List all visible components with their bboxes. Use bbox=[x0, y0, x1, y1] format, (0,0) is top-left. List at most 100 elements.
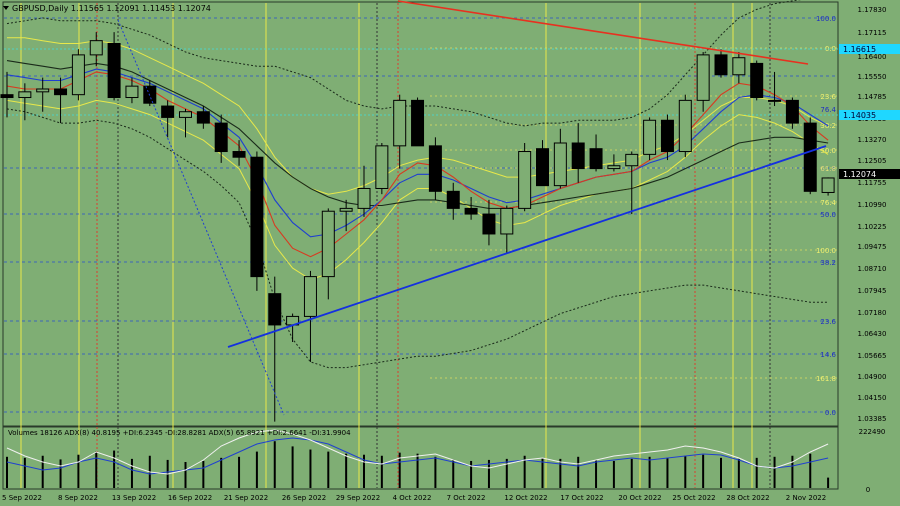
fib-yellow-label: 0.0 bbox=[825, 45, 836, 53]
price-tick: 1.16400 bbox=[858, 53, 887, 61]
time-tick: 16 Sep 2022 bbox=[168, 494, 212, 502]
candle-body bbox=[179, 111, 192, 118]
di-line bbox=[6, 429, 829, 475]
candle-body bbox=[125, 85, 139, 99]
indicator-panel: 222490 0 bbox=[6, 428, 886, 494]
price-tick: 1.17830 bbox=[858, 6, 887, 14]
indicator-panel-frame bbox=[2, 426, 839, 490]
time-tick: 7 Oct 2022 bbox=[447, 494, 486, 502]
candle-body bbox=[660, 119, 674, 153]
candle-body bbox=[411, 99, 425, 147]
candle-body bbox=[536, 148, 549, 187]
candle-body bbox=[428, 145, 442, 192]
price-tick: 1.14785 bbox=[858, 93, 887, 101]
candle-body bbox=[803, 122, 817, 192]
candle-body bbox=[732, 57, 746, 76]
fib-yellow-label: 23.6 bbox=[820, 93, 836, 101]
candle-body bbox=[71, 54, 85, 96]
grid-layer: 100.0 61.8 50.0 38.2 23.6 14.6 0.0 0.0 23.6 38.2 5… bbox=[2, 1, 839, 490]
indicator-axis-label: 0 bbox=[866, 486, 870, 494]
bollinger-lower bbox=[6, 108, 829, 369]
price-tick: 1.09475 bbox=[858, 243, 887, 251]
time-tick: 17 Oct 2022 bbox=[560, 494, 603, 502]
header-group: GBPUSD,Daily 1.11565 1.12091 1.11453 1.1… bbox=[3, 4, 211, 13]
price-tick: 1.03385 bbox=[858, 415, 887, 423]
fib-yellow-label: 76.4 bbox=[820, 199, 836, 207]
fib-yellow-label: 38.2 bbox=[820, 122, 836, 130]
candle-body bbox=[625, 153, 639, 167]
candle-body bbox=[643, 119, 657, 155]
candle-body bbox=[18, 91, 32, 99]
candle-body bbox=[589, 148, 603, 170]
fib-blue-label: 76.4 bbox=[820, 106, 836, 114]
price-tick: 1.10225 bbox=[858, 223, 887, 231]
candle-body bbox=[500, 207, 514, 235]
candle-body bbox=[303, 276, 317, 317]
candle-body bbox=[107, 43, 121, 99]
ma-dark bbox=[6, 60, 829, 209]
candle-body bbox=[54, 88, 68, 96]
price-tick: 1.10990 bbox=[858, 201, 887, 209]
time-tick: 8 Sep 2022 bbox=[58, 494, 98, 502]
fib-yellow-label: 161.8 bbox=[816, 375, 836, 383]
price-tick: 1.08710 bbox=[858, 265, 887, 273]
adx-line bbox=[6, 437, 829, 475]
time-tick: 26 Sep 2022 bbox=[282, 494, 326, 502]
candle-body bbox=[357, 187, 371, 209]
candle-body bbox=[821, 177, 835, 193]
price-tick: 1.07180 bbox=[858, 309, 887, 317]
cyan-level-markers: 1.16615 1.14035 bbox=[839, 44, 900, 120]
trendlines bbox=[117, 0, 827, 416]
dropdown-arrow-icon[interactable] bbox=[3, 6, 9, 10]
cyan-level-label-1: 1.16615 bbox=[843, 45, 876, 54]
candle-body bbox=[785, 99, 799, 124]
candle-body bbox=[393, 99, 407, 147]
time-tick: 29 Sep 2022 bbox=[336, 494, 380, 502]
price-tick: 1.04900 bbox=[858, 373, 887, 381]
price-tick: 1.04150 bbox=[858, 394, 887, 402]
candle-body bbox=[196, 111, 210, 124]
symbol-header: GBPUSD,Daily 1.11565 1.12091 1.11453 1.1… bbox=[12, 4, 211, 13]
candle-body bbox=[268, 293, 282, 326]
candle-body bbox=[768, 99, 782, 102]
candle-body bbox=[250, 156, 264, 278]
candle-body bbox=[339, 207, 353, 212]
time-tick: 28 Oct 2022 bbox=[726, 494, 769, 502]
time-tick: 21 Sep 2022 bbox=[224, 494, 268, 502]
candle-body bbox=[696, 54, 710, 101]
candle-body bbox=[375, 145, 389, 189]
candle-body bbox=[678, 99, 692, 153]
fib-blue-label: 50.0 bbox=[820, 211, 836, 219]
candle-body bbox=[446, 190, 460, 209]
time-tick: 12 Oct 2022 bbox=[504, 494, 547, 502]
candle-body bbox=[464, 207, 478, 215]
price-tick: 1.13270 bbox=[858, 136, 887, 144]
resistance-trendline[interactable] bbox=[397, 0, 809, 65]
candle-body bbox=[750, 62, 764, 99]
time-axis: 5 Sep 2022 8 Sep 2022 13 Sep 2022 16 Sep 20… bbox=[2, 494, 826, 502]
indicator-axis-label: 222490 bbox=[859, 428, 886, 436]
cyan-level-bg-1 bbox=[839, 44, 900, 54]
time-tick: 2 Nov 2022 bbox=[786, 494, 826, 502]
candle-body bbox=[607, 165, 621, 170]
price-tick: 1.11755 bbox=[858, 179, 887, 187]
support-trendline[interactable] bbox=[227, 145, 827, 348]
price-tick: 1.15550 bbox=[858, 73, 887, 81]
time-tick: 13 Sep 2022 bbox=[112, 494, 156, 502]
cyan-level-label-2: 1.14035 bbox=[843, 111, 876, 120]
main-panel-frame bbox=[2, 1, 839, 427]
candle-body bbox=[553, 142, 567, 187]
time-tick: 5 Sep 2022 bbox=[2, 494, 42, 502]
fib-blue-label: 61.8 bbox=[820, 165, 836, 173]
current-price-bg bbox=[839, 169, 900, 179]
fib-blue-label: 14.6 bbox=[820, 351, 836, 359]
fib-blue-label: 23.6 bbox=[820, 318, 836, 326]
price-tick: 1.12505 bbox=[858, 157, 887, 165]
cyan-level-bg-2 bbox=[839, 110, 900, 120]
fib-blue-label: 0.0 bbox=[825, 409, 836, 417]
price-tick: 1.05665 bbox=[858, 352, 887, 360]
candle-body bbox=[232, 151, 246, 158]
candle-body bbox=[518, 151, 532, 209]
candle-body bbox=[161, 105, 175, 118]
